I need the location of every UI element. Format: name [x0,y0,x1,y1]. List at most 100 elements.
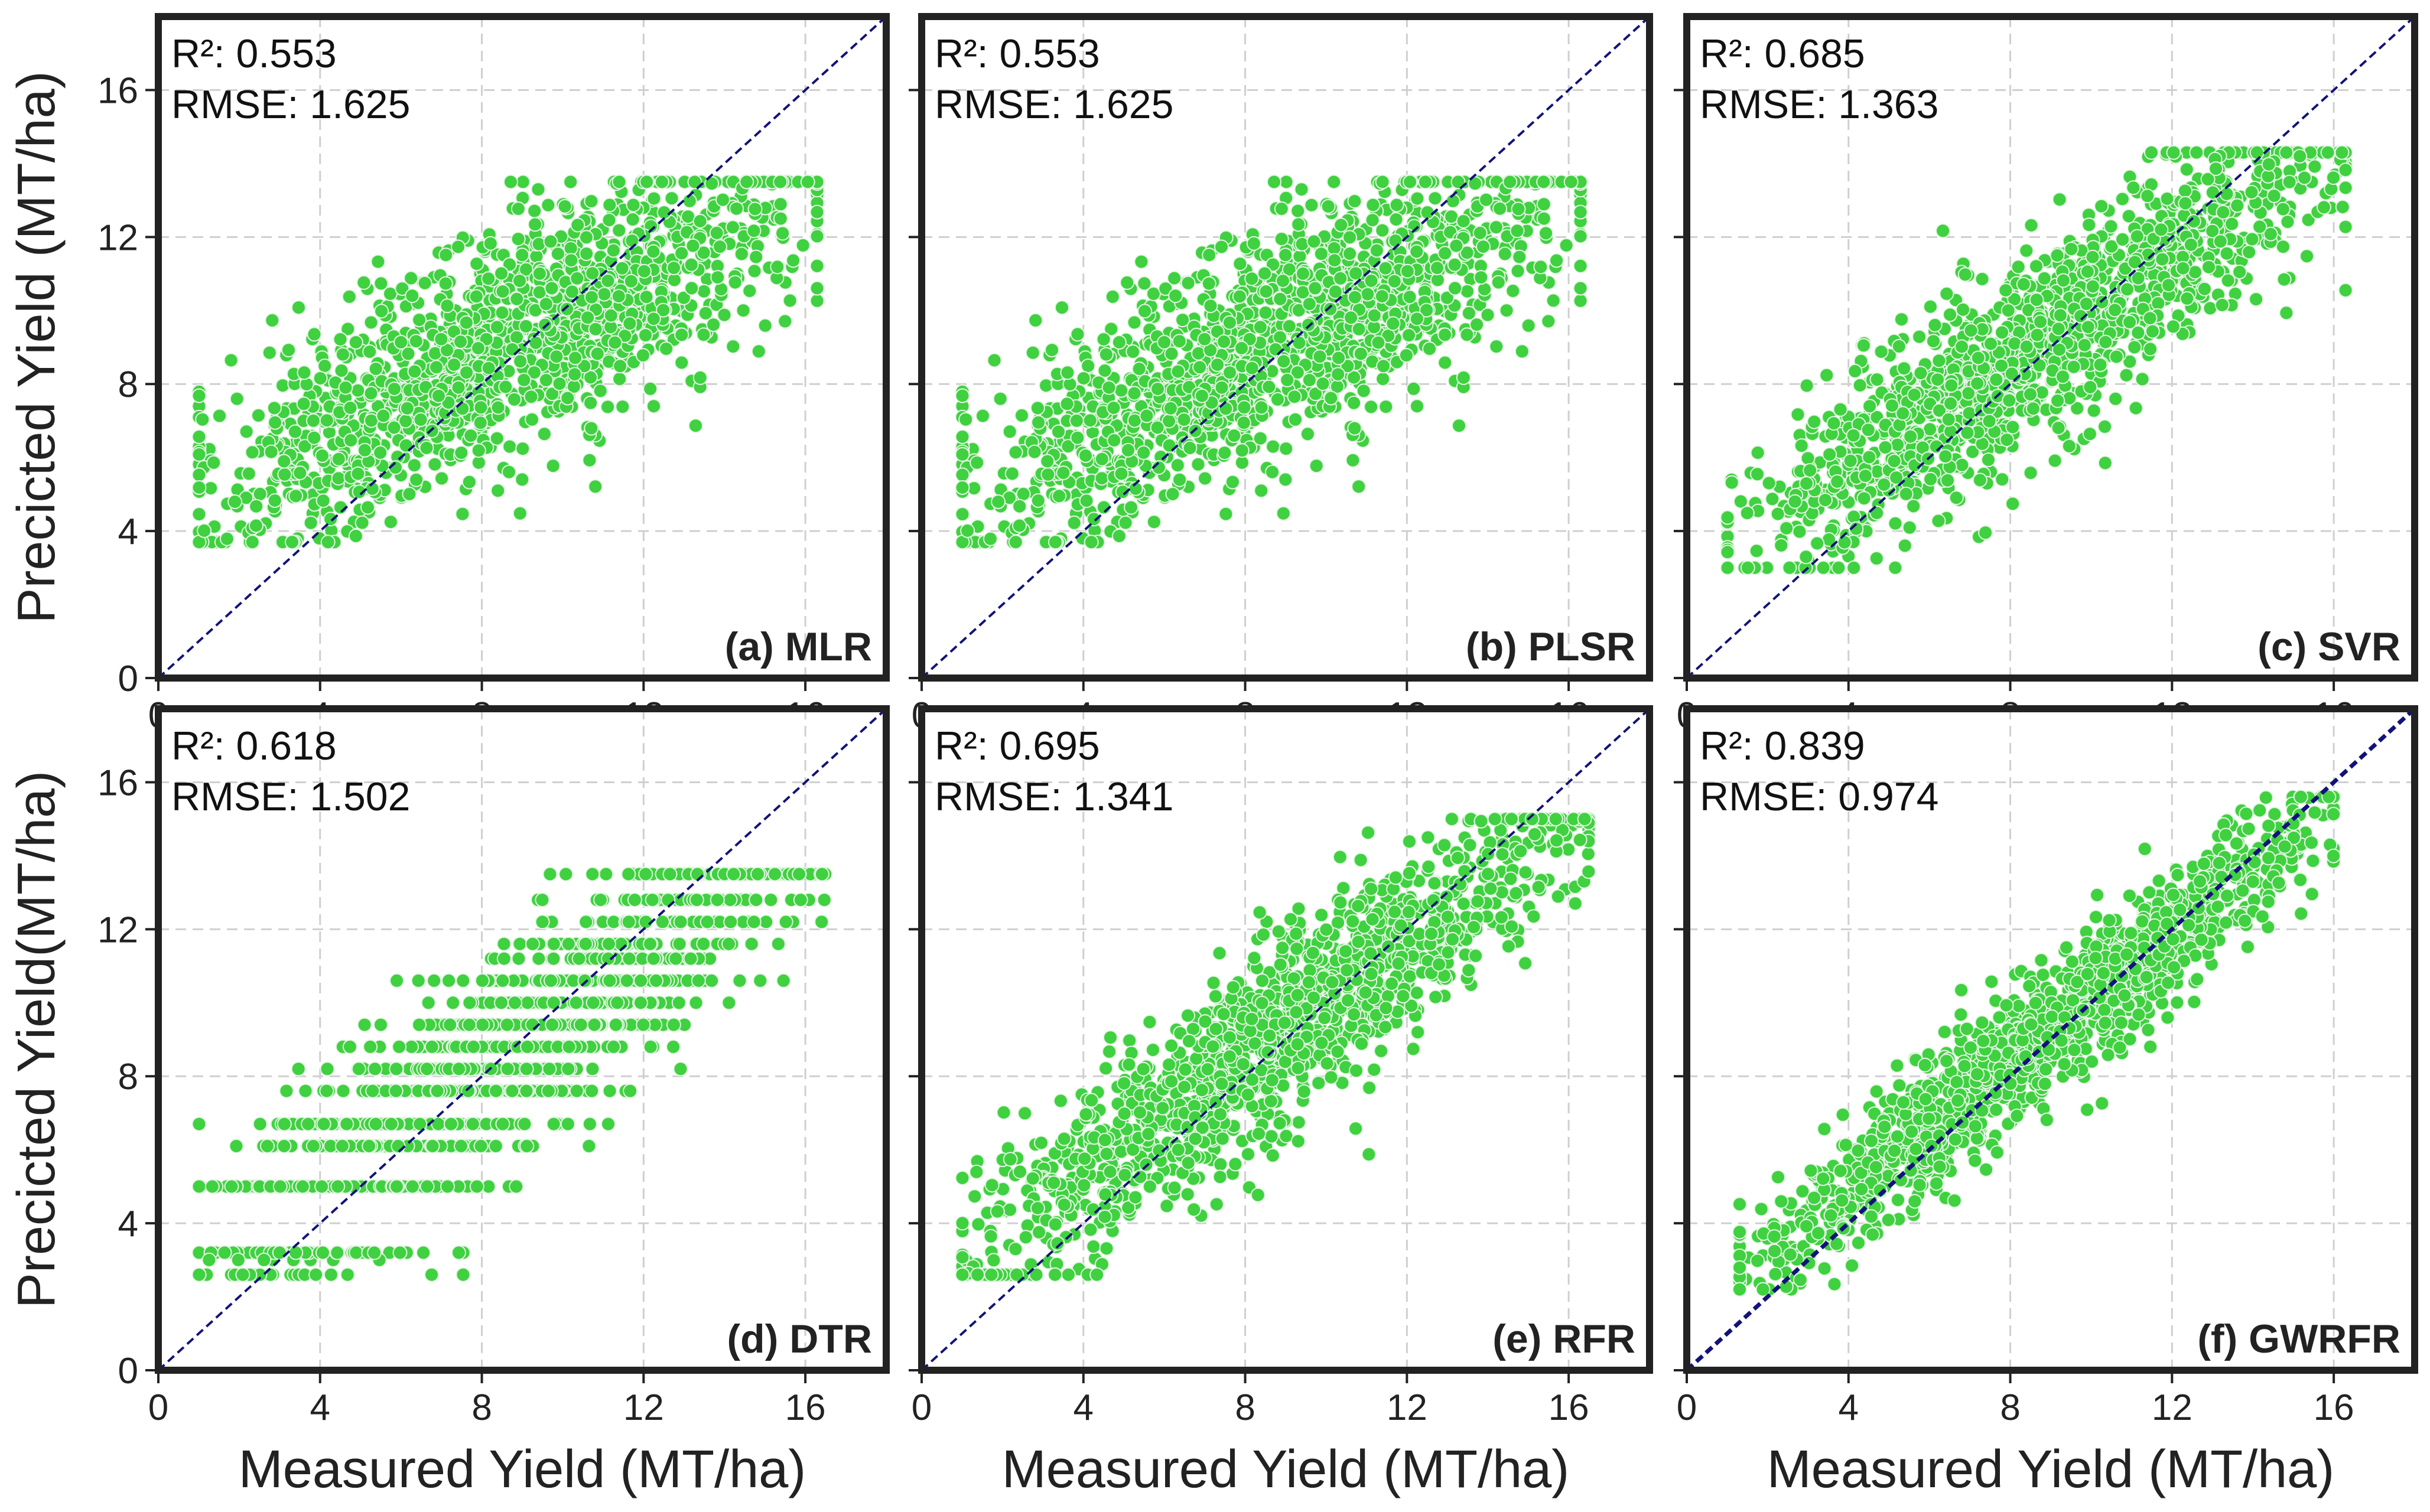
data-point [684,257,699,272]
data-point [1302,296,1317,312]
data-point [336,1083,351,1099]
data-point [538,373,554,388]
data-point [495,284,510,299]
data-point [1983,336,1998,351]
data-point [1232,256,1248,272]
data-point [515,174,531,190]
data-point [1497,246,1512,262]
data-point [541,197,556,213]
data-point [710,270,726,285]
data-point [635,348,650,363]
data-point [1052,488,1067,504]
data-point [313,371,328,386]
data-point [363,386,379,401]
data-point [685,238,701,253]
data-point [1351,321,1367,337]
data-point [2047,453,2063,468]
data-point [1257,266,1273,281]
data-point [955,507,970,522]
data-point [505,342,520,357]
data-point [2224,216,2240,232]
data-point [2297,170,2312,185]
data-point [1055,300,1069,315]
data-point [2335,200,2350,214]
data-point [809,281,825,296]
data-point [584,289,599,305]
data-point [1869,372,1885,387]
data-point [622,316,637,331]
data-point [809,204,825,220]
data-point [1779,520,1794,536]
data-point [564,253,579,268]
data-point [1472,225,1488,240]
data-point [1972,472,1987,488]
r2-text: R²: 0.553 [171,31,337,76]
data-point [459,365,474,380]
y-tick-label: 4 [118,511,138,552]
data-point [2097,419,2113,434]
data-point [2115,232,2130,247]
data-point [2007,336,2022,351]
data-point [376,408,391,423]
data-point [1201,276,1216,291]
data-point [2165,319,2181,334]
data-point [348,529,363,543]
data-point [1254,483,1269,498]
data-point [600,399,616,415]
data-point [515,472,530,487]
data-point [1862,399,1878,414]
data-point [601,1116,616,1132]
data-point [2025,401,2041,416]
data-point [2175,260,2191,276]
data-point [1931,353,1947,369]
data-point [1084,535,1099,550]
data-point [1081,359,1096,373]
data-point [1315,376,1331,392]
data-point [636,263,652,279]
data-point [2097,455,2113,471]
data-point [360,500,375,515]
data-point [1300,426,1315,442]
data-point [416,1245,431,1260]
data-point [606,1039,621,1054]
data-point [1234,455,1250,470]
data-point [1957,267,1973,282]
data-point [471,455,486,470]
data-point [495,305,510,320]
data-point [1327,253,1342,268]
data-point [1323,301,1338,317]
data-point [809,293,825,308]
data-point [2244,185,2259,200]
data-points [191,174,825,550]
data-point [2005,419,2021,435]
data-point [1234,443,1250,458]
data-point [626,197,641,213]
data-point [1288,412,1303,427]
data-point [1060,365,1075,380]
data-point [1437,327,1453,343]
data-point [1765,491,1780,507]
data-point [458,315,474,330]
data-point [727,275,743,290]
data-point [2142,311,2158,326]
data-point [646,191,662,206]
data-point [1364,273,1379,288]
data-point [1573,229,1588,244]
data-point [2115,191,2130,207]
data-point [584,194,599,209]
data-point [1278,247,1293,263]
data-point [1313,246,1329,262]
data-point [2338,282,2353,298]
data-point [398,438,414,453]
data-point [545,458,561,474]
data-point [429,360,444,375]
data-point [1051,424,1066,439]
data-point [2219,246,2234,261]
data-point [2275,239,2291,255]
data-point [2051,421,2066,435]
data-point [1816,560,1831,575]
data-point [583,395,598,410]
data-point [1514,344,1530,359]
data-point [1216,334,1232,349]
